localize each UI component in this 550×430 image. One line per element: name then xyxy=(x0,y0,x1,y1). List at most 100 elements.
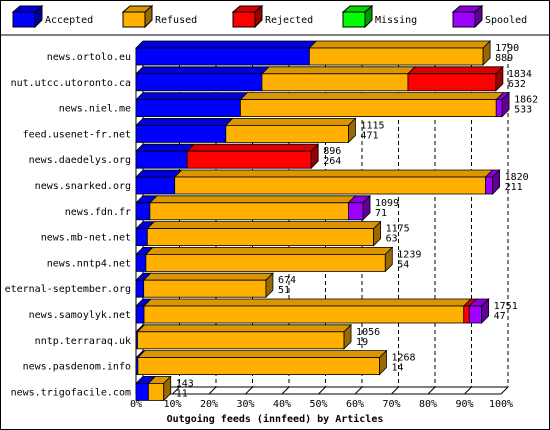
bar-end-face xyxy=(379,349,387,376)
bar-end-face xyxy=(310,143,319,170)
x-tick-mark xyxy=(281,386,290,395)
bar-segment-accepted xyxy=(135,228,148,247)
bar-total-label: 1820 xyxy=(505,172,529,183)
bar-total-label: 1056 xyxy=(356,327,380,338)
bar-segment-accepted xyxy=(135,279,145,298)
category-label: news.pasdenom.info xyxy=(23,362,131,373)
bar-segment-spooled xyxy=(485,176,494,195)
x-tick-label: 30% xyxy=(236,399,254,410)
bar-end-face xyxy=(482,40,491,66)
bar-total-label: 1239 xyxy=(397,249,421,260)
bar-end-face xyxy=(384,246,393,273)
bar-end-face xyxy=(362,194,371,221)
bar-segment-top-refused xyxy=(148,195,357,204)
category-label: news.samoylyk.net xyxy=(29,310,131,321)
category-label: news.niel.me xyxy=(59,104,131,115)
legend-label-accepted: Accepted xyxy=(45,15,93,26)
bar-segment-refused xyxy=(143,279,267,298)
bar-secondary-label: 471 xyxy=(360,130,378,141)
legend-swatch-rejected xyxy=(231,4,264,29)
bar-secondary-label: 51 xyxy=(278,285,290,296)
bar-end-face xyxy=(343,323,352,350)
category-label: news.ortolo.eu xyxy=(47,52,131,63)
bar-segment-accepted xyxy=(135,305,145,324)
x-axis-title: Outgoing feeds (innfeed) by Articles xyxy=(167,413,384,425)
bar-secondary-label: 533 xyxy=(514,105,532,116)
bar-segment-top-accepted xyxy=(135,118,234,126)
bar-secondary-label: 54 xyxy=(397,259,409,270)
bar-segment-accepted xyxy=(135,47,310,66)
legend-swatch-front xyxy=(342,11,366,28)
bar-segment-top-refused xyxy=(239,92,505,100)
category-label: feed.usenet-fr.net xyxy=(23,129,131,140)
legend-label-missing: Missing xyxy=(375,15,417,26)
legend-swatch-accepted xyxy=(11,4,44,29)
category-label: news.trigofacile.com xyxy=(11,387,131,398)
bar-segment-accepted xyxy=(135,150,188,169)
bar-secondary-label: 71 xyxy=(375,208,387,219)
bar-segment-accepted xyxy=(135,253,147,272)
bar-segment-spooled xyxy=(468,305,483,324)
x-tick-mark xyxy=(500,386,509,395)
bar-segment-refused xyxy=(308,47,484,66)
x-tick-label: 20% xyxy=(200,399,218,410)
x-tick-label: 50% xyxy=(309,399,327,410)
bar-total-label: 1175 xyxy=(386,224,410,235)
category-label: news.mb-net.net xyxy=(41,233,131,244)
bar-total-label: 896 xyxy=(323,146,341,157)
legend-swatch-missing xyxy=(341,4,374,29)
bar-segment-top-accepted xyxy=(135,143,196,152)
bar-segment-top-rejected xyxy=(186,143,320,152)
x-tick-label: 0% xyxy=(130,399,142,410)
bar-secondary-label: 63 xyxy=(386,234,398,245)
bar-total-label: 1099 xyxy=(375,198,399,209)
bar-segment-spooled xyxy=(495,99,503,117)
bar-segment-rejected xyxy=(186,150,312,169)
bar-secondary-label: 632 xyxy=(508,79,526,90)
legend-label-refused: Refused xyxy=(155,15,197,26)
bar-secondary-label: 47 xyxy=(494,311,506,322)
bar-segment-top-refused xyxy=(136,350,388,359)
bar-secondary-label: 264 xyxy=(323,156,341,167)
category-label: nntp.terraraq.uk xyxy=(35,336,131,347)
bar-end-face xyxy=(501,91,510,118)
x-tick-mark xyxy=(354,386,363,395)
bar-segment-refused xyxy=(261,73,409,92)
x-tick-label: 10% xyxy=(163,399,181,410)
bar-secondary-label: 211 xyxy=(505,182,523,193)
bar-total-label: 1268 xyxy=(391,353,415,364)
bar-segment-refused xyxy=(149,202,349,221)
bar-total-label: 1862 xyxy=(514,95,538,106)
bar-segment-top-refused xyxy=(146,221,382,230)
category-label: news.fdn.fr xyxy=(65,207,131,218)
category-label: news.nntp4.net xyxy=(47,258,131,269)
x-tick-label: 100% xyxy=(489,399,513,410)
legend-swatch-front xyxy=(232,11,256,28)
bar-segment-refused xyxy=(146,228,375,247)
bar-segment-top-rejected xyxy=(406,66,504,75)
legend-swatch-refused xyxy=(121,4,154,29)
category-label: eternal-september.org xyxy=(5,284,131,295)
bar-segment-top-refused xyxy=(144,246,394,255)
legend: Accepted Refused Rejected Missing Spooled xyxy=(11,4,527,29)
x-tick-mark xyxy=(427,386,436,395)
plot-area: 0% 10% 20% 30% 40% 50% 60% 70% 80% 90% 100% news.or… xyxy=(1,34,549,410)
bar-secondary-label: 889 xyxy=(495,53,513,64)
bar-end-face xyxy=(481,298,490,324)
bar-segment-top-accepted xyxy=(135,169,183,178)
bar-total-label: 1834 xyxy=(508,69,532,80)
bar-segment-accepted xyxy=(135,176,176,195)
x-tick-mark xyxy=(208,386,217,395)
bar-segment-top-refused xyxy=(260,66,416,75)
x-tick-mark xyxy=(391,386,399,395)
bar-end-face xyxy=(265,272,274,299)
